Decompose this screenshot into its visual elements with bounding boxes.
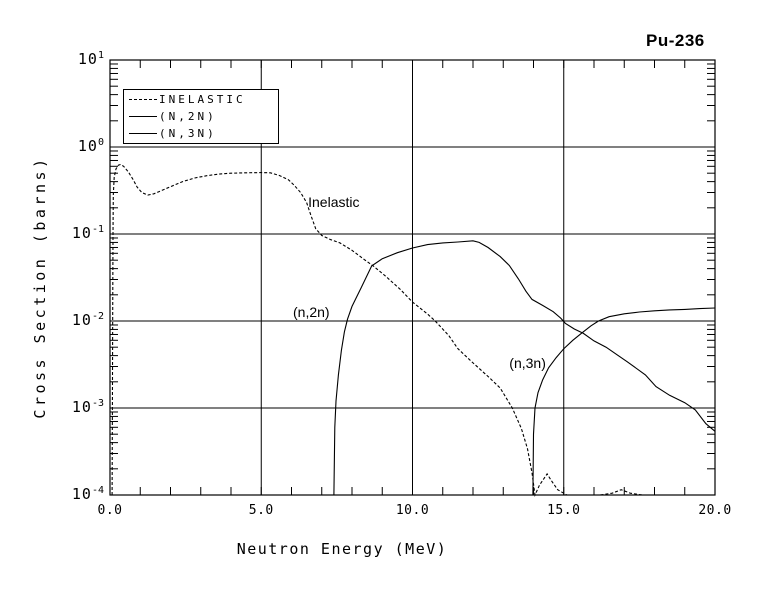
y-tick-label: 10-2 bbox=[71, 311, 104, 329]
y-tick-exponent: -3 bbox=[91, 398, 104, 409]
legend-box: INELASTIC (N,2N) (N,3N) bbox=[123, 89, 279, 144]
legend-entry: INELASTIC bbox=[124, 91, 278, 107]
legend-entry-label: (N,2N) bbox=[159, 110, 217, 123]
series-n2n bbox=[333, 240, 716, 496]
legend-line-sample-dashed bbox=[129, 98, 157, 100]
y-tick-label: 10-4 bbox=[71, 485, 104, 503]
legend-entry-label: (N,3N) bbox=[159, 127, 217, 141]
x-tick-label: 5.0 bbox=[248, 503, 274, 518]
y-tick-exponent: 1 bbox=[97, 50, 104, 61]
x-tick-label: 10.0 bbox=[395, 503, 430, 518]
chart-title: Pu-236 bbox=[646, 31, 705, 50]
plot-border bbox=[109, 59, 716, 496]
x-tick-label: 20.0 bbox=[698, 503, 732, 518]
legend-entry: (N,3N) bbox=[124, 126, 278, 142]
legend-entry-label: INELASTIC bbox=[159, 92, 246, 106]
y-tick-label: 10-1 bbox=[71, 224, 104, 242]
y-tick-exponent: 0 bbox=[97, 137, 104, 148]
series-n3n bbox=[532, 307, 716, 496]
y-tick-exponent: -1 bbox=[91, 224, 104, 235]
y-tick-label: 10-3 bbox=[71, 398, 104, 416]
curve-label-n2n: (n,2n) bbox=[293, 303, 330, 320]
x-axis-title: Neutron Energy (MeV) bbox=[236, 540, 448, 558]
y-axis-title: Cross Section (barns) bbox=[31, 155, 49, 419]
legend-line-sample-solid bbox=[129, 133, 157, 135]
y-tick-exponent: -2 bbox=[91, 311, 104, 322]
x-tick-label: 15.0 bbox=[547, 503, 581, 518]
legend-entry: (N,2N) bbox=[124, 109, 278, 125]
y-tick-label: 100 bbox=[77, 137, 104, 155]
x-tick-label: 0.0 bbox=[97, 503, 123, 518]
y-tick-label: 101 bbox=[77, 50, 104, 68]
y-tick-exponent: -4 bbox=[91, 485, 104, 496]
curve-label-inelastic: Inelastic bbox=[308, 193, 360, 210]
curve-label-n3n: (n,3n) bbox=[509, 355, 546, 372]
legend-line-sample-solid bbox=[129, 116, 157, 117]
series-inelastic bbox=[111, 163, 643, 497]
